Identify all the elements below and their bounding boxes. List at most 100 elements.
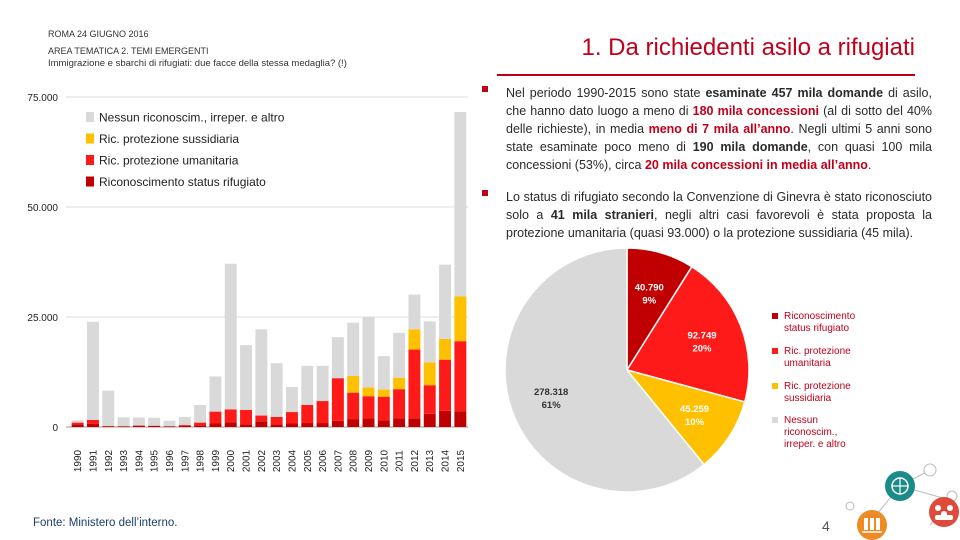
pie-slice	[625, 265, 750, 403]
x-tick-label: 1996	[165, 449, 176, 472]
bar-segment	[439, 359, 452, 411]
x-tick-label: 1995	[150, 449, 161, 472]
bar-segment	[240, 345, 253, 410]
bar-segment	[423, 385, 436, 414]
bar-segment	[224, 422, 237, 427]
bar-segment	[240, 409, 253, 425]
bar-segment	[163, 426, 176, 427]
emphasis-text: esaminate 457 mila domande	[705, 86, 884, 100]
pie-value-label: 92.749	[687, 331, 716, 342]
x-tick-label: 2009	[364, 449, 375, 472]
bar-segment	[117, 417, 130, 427]
bar-segment	[86, 321, 99, 420]
bar-segment	[209, 423, 222, 427]
emphasis-text: 190 mila domande	[692, 140, 808, 154]
title-underline	[497, 74, 915, 76]
x-tick-label: 2014	[441, 449, 452, 472]
bar-segment	[178, 417, 191, 426]
bar-segment	[86, 423, 99, 427]
x-tick-label: 1992	[104, 449, 115, 472]
x-tick-label: 2000	[226, 449, 237, 472]
x-tick-label: 2005	[303, 449, 314, 472]
bar-segment	[439, 410, 452, 427]
bar-segment	[423, 321, 436, 363]
pie-pct-label: 61%	[542, 400, 562, 411]
bar-segment	[347, 375, 360, 393]
bar-segment	[377, 420, 390, 427]
bar-segment	[362, 418, 375, 427]
y-tick-label: 0	[52, 423, 58, 434]
bar-segment	[316, 365, 329, 402]
text-run: Lo status di rifugiato secondo la Conven…	[506, 190, 932, 222]
x-tick-label: 2013	[425, 449, 436, 472]
bar-segment	[393, 332, 406, 378]
x-tick-label: 1994	[134, 449, 145, 472]
legend-swatch	[772, 313, 778, 319]
bar-segment	[163, 420, 176, 427]
bar-segment	[408, 349, 421, 419]
bar-segment	[285, 412, 298, 424]
bar-segment	[454, 411, 467, 427]
page-title: 1. Da richiedenti asilo a rifugiati	[581, 34, 915, 61]
bar-segment	[301, 365, 314, 405]
bar-segment	[255, 415, 268, 422]
bar-segment	[454, 111, 467, 297]
x-tick-label: 2015	[456, 449, 467, 472]
bar-segment	[224, 409, 237, 423]
bar-segment	[454, 341, 467, 412]
x-tick-label: 2011	[395, 450, 406, 472]
emphasis-text: 180 mila concessioni	[692, 104, 819, 118]
legend-swatch	[86, 155, 94, 165]
bar-segment	[132, 417, 145, 426]
bar-segment	[377, 389, 390, 397]
bar-segment	[423, 362, 436, 386]
text-run: .	[867, 158, 872, 172]
bar-segment	[408, 294, 421, 330]
bar-segment	[117, 426, 130, 427]
bar-segment	[331, 420, 344, 427]
bar-segment	[377, 396, 390, 421]
bar-segment	[148, 417, 161, 426]
bullet-text: Lo status di rifugiato secondo la Conven…	[506, 190, 932, 240]
bar-segment	[71, 424, 84, 427]
pie-pct-label: 10%	[685, 417, 705, 428]
bar-segment	[86, 419, 99, 424]
bar-segment	[102, 390, 115, 426]
bar-segment	[362, 387, 375, 397]
x-tick-label: 2007	[333, 449, 344, 472]
pie-value-label: 45.259	[680, 404, 709, 415]
bullet-square-icon	[482, 86, 488, 92]
library-books-icon	[857, 510, 887, 540]
pie-pct-label: 9%	[642, 296, 656, 307]
pie-legend: Riconoscimento status rifugiato Ric. prote…	[772, 311, 856, 450]
legend-swatch	[86, 112, 94, 122]
bullet-list: Nel periodo 1990-2015 sono state esamina…	[480, 84, 932, 250]
legend-label: Riconoscimento status rifugiato	[784, 311, 856, 334]
bar-segment	[393, 377, 406, 390]
bar-segment	[454, 296, 467, 342]
bar-segment	[408, 329, 421, 350]
bar-segment	[194, 422, 207, 426]
bar-segment	[301, 405, 314, 424]
legend-label: Riconoscimento status rifugiato	[99, 175, 266, 189]
legend-label: Ric. protezione umanitaria	[784, 346, 851, 369]
community-people-icon	[929, 497, 959, 527]
bar-segment	[285, 423, 298, 427]
x-tick-label: 2001	[242, 449, 253, 472]
y-tick-label: 25.000	[27, 313, 58, 324]
page-number: 4	[822, 518, 830, 534]
emphasis-text: meno di 7 mila all’anno	[648, 122, 791, 136]
legend-swatch	[772, 417, 778, 423]
x-tick-label: 1998	[196, 449, 207, 472]
x-tick-label: 2003	[272, 449, 283, 472]
bar-segment	[285, 386, 298, 413]
legend-swatch	[772, 383, 778, 389]
legend-label: Ric. protezione sussidiaria	[99, 132, 239, 146]
header-area: AREA TEMATICA 2. TEMI EMERGENTI	[48, 46, 209, 56]
legend-label: Nessun riconoscim., irreper. e altro	[99, 111, 285, 125]
bar-segment	[393, 418, 406, 427]
bar-segment	[316, 401, 329, 424]
